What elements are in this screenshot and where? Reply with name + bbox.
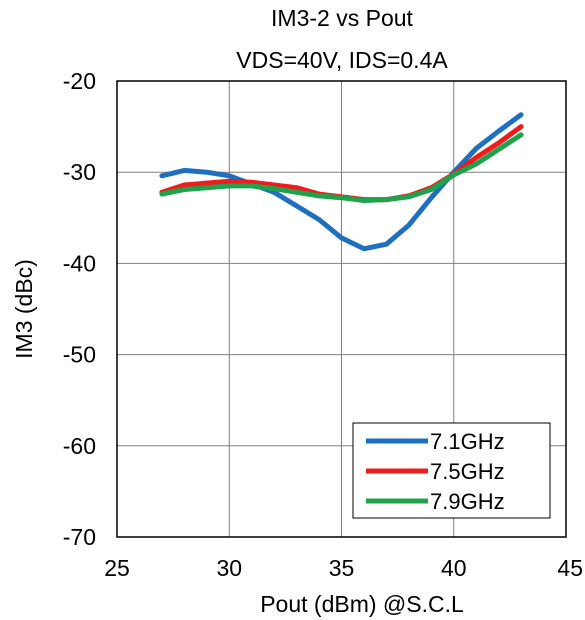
y-tick-label: -50 [63, 342, 96, 368]
y-axis-label: IM3 (dBc) [11, 259, 37, 359]
legend-label: 7.9GHz [430, 489, 505, 514]
y-tick-label: -60 [63, 433, 96, 459]
series-line-7.1GHz [159, 112, 524, 252]
chart-subtitle: VDS=40V, IDS=0.4A [236, 47, 448, 73]
y-tick-label: -40 [63, 250, 96, 276]
chart-title: IM3-2 vs Pout [271, 5, 413, 31]
legend-label: 7.1GHz [430, 429, 505, 454]
series-lines [159, 112, 524, 252]
y-tick-label: -30 [63, 159, 96, 185]
x-tick-label: 35 [329, 555, 355, 581]
x-tick-label: 25 [104, 555, 130, 581]
x-tick-label: 45 [557, 555, 583, 581]
y-axis-ticks: -20 -30 -40 -50 -60 -70 [63, 68, 96, 550]
y-tick-label: -20 [63, 68, 96, 94]
series-line-7.9GHz [159, 132, 524, 203]
x-axis-ticks: 25 30 35 40 45 [104, 555, 583, 581]
plot-frame [116, 80, 567, 538]
x-axis-label: Pout (dBm) @S.C.L [260, 591, 464, 617]
legend-label: 7.5GHz [430, 459, 505, 484]
x-tick-label: 30 [216, 555, 242, 581]
legend: 7.1GHz 7.5GHz 7.9GHz [352, 422, 551, 519]
y-tick-label: -70 [63, 524, 96, 550]
x-tick-label: 40 [441, 555, 467, 581]
